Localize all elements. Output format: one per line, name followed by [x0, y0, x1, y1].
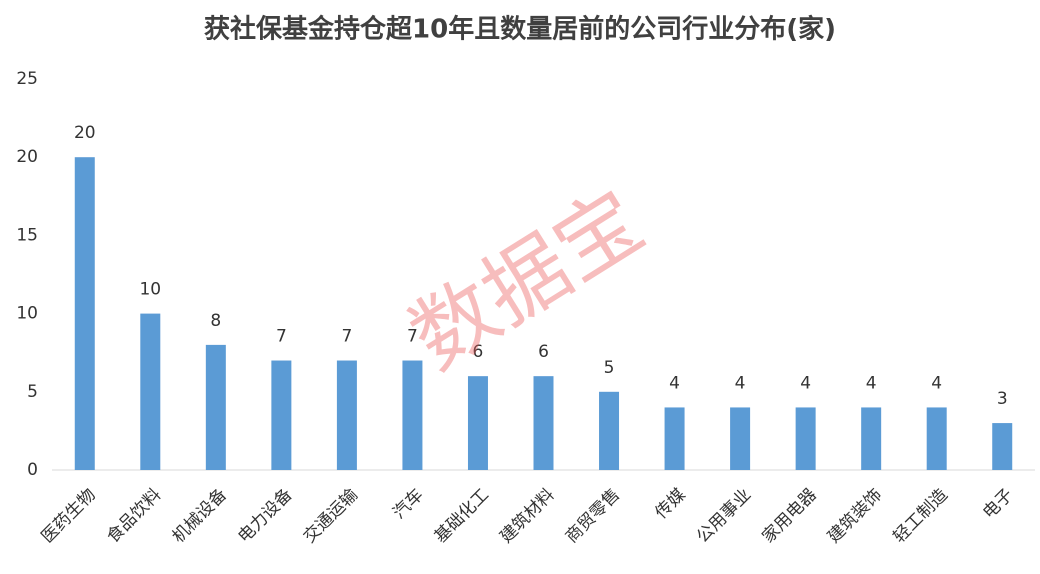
bar — [533, 376, 554, 470]
watermark: 数据宝 — [394, 172, 660, 389]
bar — [861, 407, 882, 470]
data-label: 7 — [276, 327, 287, 347]
bar — [205, 344, 226, 470]
data-label: 4 — [669, 373, 680, 393]
x-tick-label: 公用事业 — [693, 485, 755, 547]
bar — [992, 423, 1013, 470]
data-label: 6 — [473, 342, 484, 362]
y-tick-label: 25 — [16, 69, 38, 89]
x-tick-label: 家用电器 — [758, 485, 820, 547]
data-label: 7 — [341, 327, 352, 347]
y-tick-label: 15 — [16, 225, 38, 245]
bar — [336, 360, 357, 470]
x-tick-label: 机械设备 — [169, 485, 231, 547]
bar — [730, 407, 751, 470]
bar — [664, 407, 685, 470]
data-label: 20 — [74, 123, 96, 143]
bar — [599, 391, 620, 470]
data-label: 4 — [866, 373, 877, 393]
bar — [74, 157, 95, 470]
x-tick-label: 汽车 — [389, 485, 427, 523]
x-tick-label: 传媒 — [651, 485, 689, 523]
y-tick-label: 5 — [27, 382, 38, 402]
data-label: 3 — [997, 389, 1008, 409]
data-label: 5 — [604, 358, 615, 378]
chart-title: 获社保基金持仓超10年且数量居前的公司行业分布(家) — [204, 14, 836, 45]
bar — [402, 360, 423, 470]
data-label: 4 — [800, 373, 811, 393]
x-tick-label: 建筑装饰 — [824, 485, 886, 547]
x-tick-label: 电子 — [979, 485, 1017, 523]
data-label: 7 — [407, 327, 418, 347]
y-tick-label: 20 — [16, 147, 38, 167]
x-tick-label: 建筑材料 — [496, 485, 558, 547]
x-tick-label: 交通运输 — [300, 485, 362, 547]
x-tick-label: 医药生物 — [38, 485, 100, 547]
bar — [926, 407, 947, 470]
x-tick-label: 基础化工 — [431, 485, 493, 547]
data-label: 8 — [210, 311, 221, 331]
y-tick-label: 10 — [16, 304, 38, 324]
data-label: 10 — [139, 280, 161, 300]
x-tick-label: 电力设备 — [234, 485, 296, 547]
x-tick-label: 食品饮料 — [103, 485, 165, 547]
y-tick-label: 0 — [27, 460, 38, 480]
x-tick-label: 商贸零售 — [562, 485, 624, 547]
data-label: 6 — [538, 342, 549, 362]
bar — [795, 407, 816, 470]
data-label: 4 — [735, 373, 746, 393]
bar — [271, 360, 292, 470]
x-tick-label: 轻工制造 — [890, 485, 952, 547]
data-label: 4 — [931, 373, 942, 393]
bar — [140, 313, 161, 470]
bar — [467, 376, 488, 470]
